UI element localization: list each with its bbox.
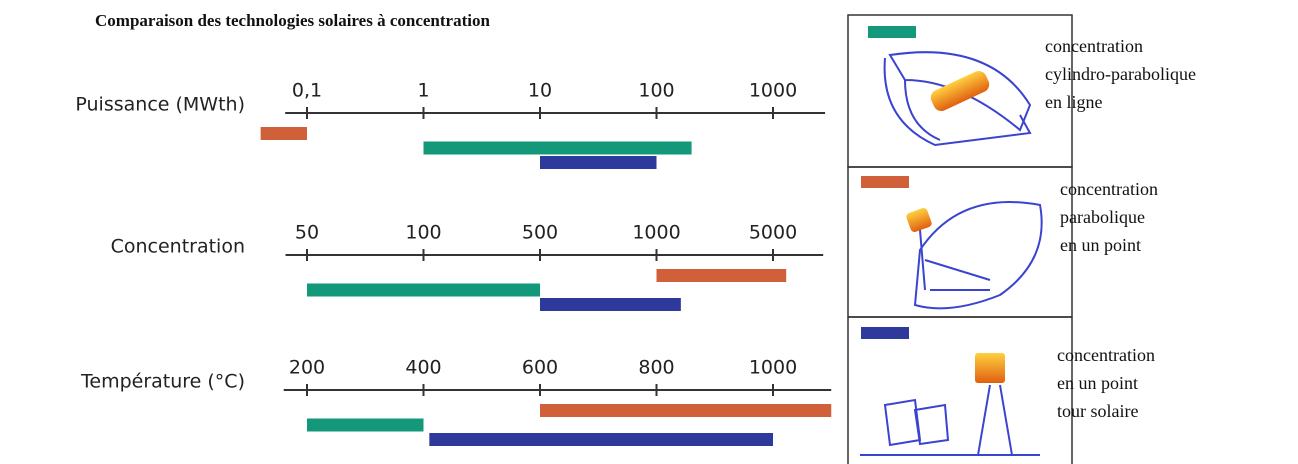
tick-label: 500 — [522, 222, 558, 244]
tick-label: 400 — [405, 357, 441, 379]
range-bar — [307, 283, 540, 297]
chart-title: Comparaison des technologies solaires à … — [95, 11, 490, 30]
legend-label: parabolique — [1060, 207, 1145, 227]
tick-label: 1 — [417, 80, 429, 102]
range-bar — [656, 269, 787, 282]
range-bar — [423, 141, 692, 155]
legend-swatch — [868, 26, 916, 38]
illustration-tube — [930, 70, 990, 112]
range-bar — [260, 127, 307, 140]
range-bar — [540, 156, 657, 169]
tick-label: 10 — [528, 80, 552, 102]
legend-label: concentration — [1057, 345, 1155, 365]
axis-label: Concentration — [111, 236, 245, 258]
legend-label: en ligne — [1045, 92, 1102, 112]
tick-label: 800 — [638, 357, 674, 379]
illustration-trough — [883, 51, 1032, 147]
axis-label: Puissance (MWth) — [75, 94, 245, 116]
tick-label: 0,1 — [292, 80, 322, 102]
tick-label: 200 — [289, 357, 325, 379]
legend-swatch — [861, 327, 909, 339]
legend-label: concentration — [1045, 36, 1143, 56]
tick-label: 5000 — [749, 222, 797, 244]
illustration-tower — [860, 384, 1040, 456]
legend-swatch — [861, 176, 909, 188]
legend-frames — [847, 14, 1073, 464]
tick-label: 100 — [405, 222, 441, 244]
range-bar — [540, 298, 681, 311]
illustration-receiver — [906, 207, 932, 233]
axis-label: Température (°C) — [80, 371, 245, 393]
legend-label: cylindro-parabolique — [1045, 64, 1196, 84]
range-bar — [429, 433, 773, 446]
legend-label: tour solaire — [1057, 401, 1138, 421]
legend-label: en un point — [1057, 373, 1138, 393]
legend-label: concentration — [1060, 179, 1158, 199]
tick-label: 50 — [295, 222, 319, 244]
range-bar — [540, 404, 832, 417]
illustration-dish — [913, 201, 1043, 310]
tick-label: 600 — [522, 357, 558, 379]
range-bar — [307, 418, 424, 432]
tick-label: 1000 — [749, 80, 797, 102]
legend-label: en un point — [1060, 235, 1141, 255]
illustration-tower-top — [975, 353, 1005, 383]
tick-label: 100 — [638, 80, 674, 102]
tick-label: 1000 — [749, 357, 797, 379]
tick-label: 1000 — [632, 222, 680, 244]
